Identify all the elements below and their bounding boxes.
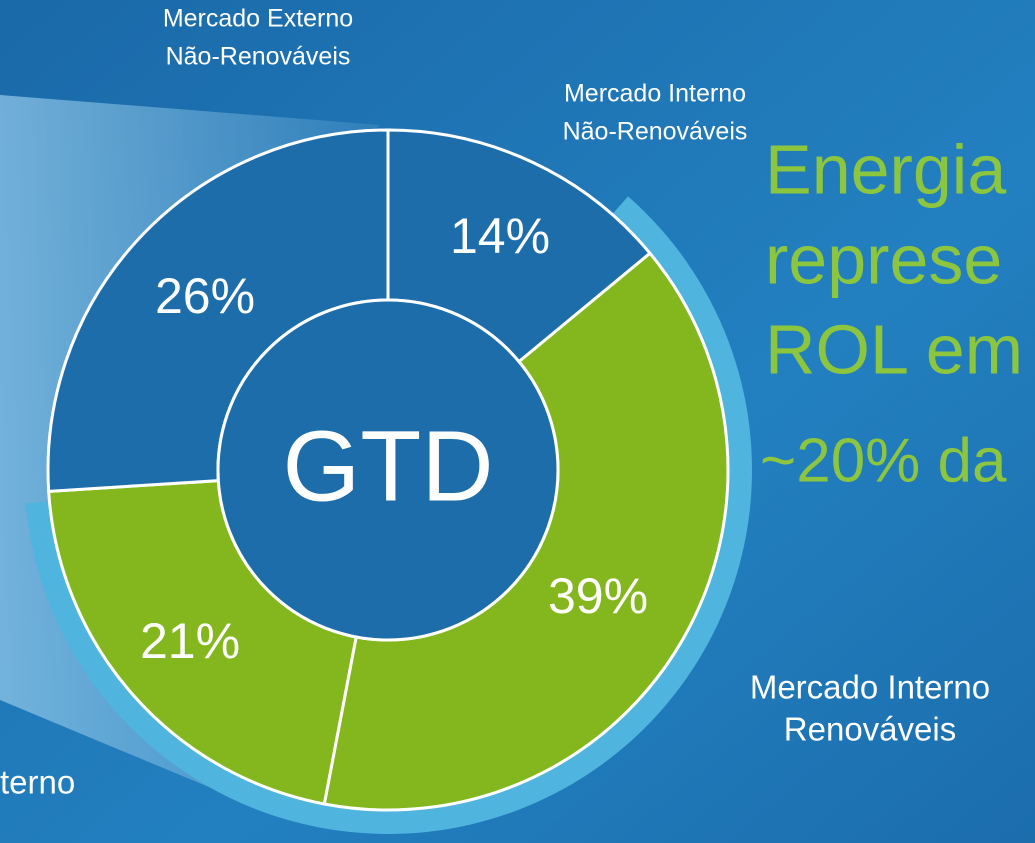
data-label: 26%: [155, 268, 255, 324]
data-label: 21%: [140, 613, 240, 669]
center-label: GTD: [282, 410, 493, 522]
segment-label: Mercado Interno: [564, 80, 746, 108]
segment-label: Mercado Externo: [163, 5, 353, 33]
headline-text: represe: [765, 220, 1002, 298]
data-label: 39%: [548, 568, 648, 624]
headline-text: ROL em: [765, 310, 1023, 388]
highlight-band: [25, 196, 753, 835]
headline-text: ~20% da: [760, 426, 1007, 495]
segment-label: Mercado Interno: [750, 669, 990, 706]
data-label: 14%: [450, 208, 550, 264]
center-circle: [216, 298, 560, 642]
headline-text: Energia: [765, 130, 1006, 208]
segment-label: Não-Renováveis: [166, 43, 351, 71]
segment-label: Não-Renováveis: [563, 118, 748, 146]
segment-label: Renováveis: [784, 711, 956, 748]
segment-label: terno: [0, 764, 75, 801]
